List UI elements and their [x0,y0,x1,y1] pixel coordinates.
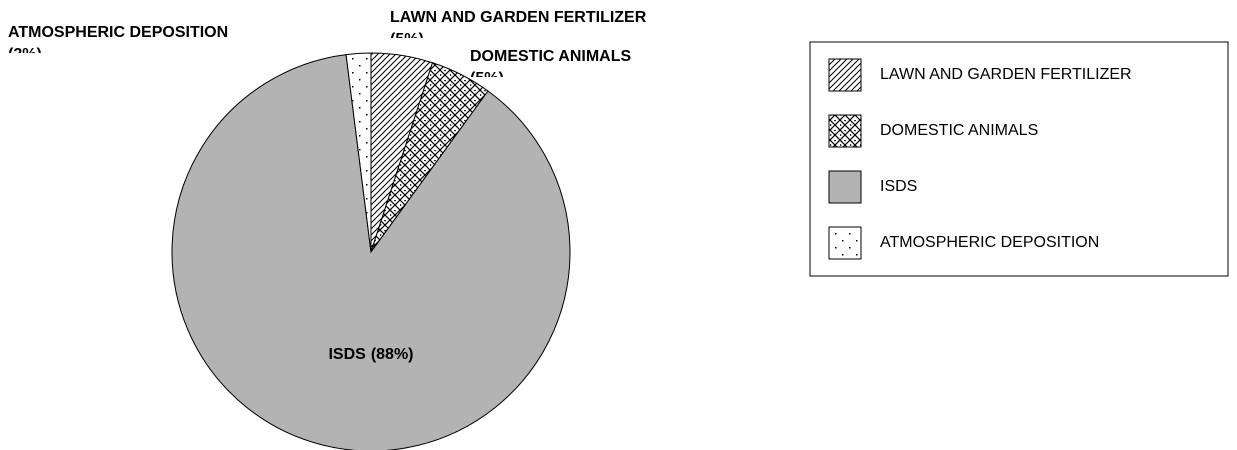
label-value: (88%) [371,346,414,363]
legend-box [809,41,1229,277]
data-label-value: (2%) [8,46,42,63]
pie-slice [171,54,571,450]
label-name: ISDS [328,346,366,363]
legend-swatch [828,58,862,92]
legend-label: ATMOSPHERIC DEPOSITION [880,234,1099,251]
legend-label: ISDS [880,178,917,195]
legend-label: DOMESTIC ANIMALS [880,122,1038,139]
data-label: LAWN AND GARDEN FERTILIZER [390,9,647,26]
legend-swatch [828,170,862,204]
pie-slice [345,52,372,253]
legend-label: LAWN AND GARDEN FERTILIZER [880,66,1132,83]
legend-swatch [828,226,862,260]
data-label: ISDS (88%) [328,346,413,363]
data-label: ATMOSPHERIC DEPOSITION [8,24,228,41]
data-label-value: (5%) [390,31,424,48]
legend-swatch [828,114,862,148]
data-label: DOMESTIC ANIMALS [470,48,632,65]
data-label-value: (5%) [470,70,504,87]
